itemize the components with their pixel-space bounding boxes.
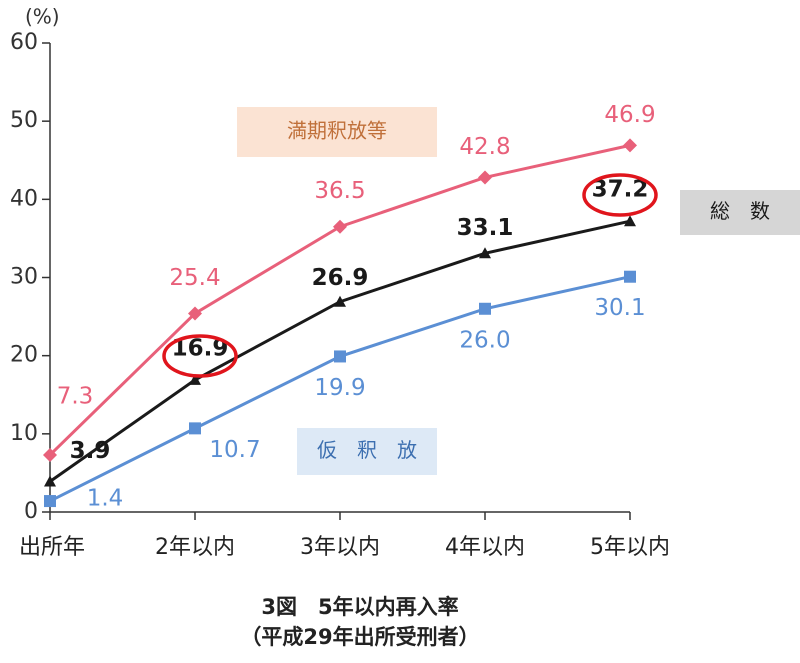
point [44, 475, 56, 487]
value-label: 10.7 [209, 437, 260, 463]
point [623, 138, 637, 153]
x-tick-label: 2年以内 [155, 535, 235, 560]
y-tick-label: 30 [10, 265, 38, 290]
value-label: 7.3 [57, 383, 94, 409]
value-label: 25.4 [169, 265, 220, 291]
y-tick-label: 10 [10, 421, 38, 446]
y-tick-label: 20 [10, 343, 38, 368]
highlight-circle [162, 334, 238, 378]
highlight-circle [582, 173, 658, 217]
chart-title: 3図 5年以内再入率 [261, 595, 458, 619]
value-label: 33.1 [457, 215, 514, 241]
point [624, 270, 636, 283]
x-tick-label: 5年以内 [590, 535, 670, 560]
chart-subtitle: （平成29年出所受刑者） [240, 625, 479, 649]
point [43, 447, 57, 462]
value-label: 36.5 [314, 178, 365, 204]
point [334, 350, 346, 363]
point [479, 247, 491, 259]
value-label: 3.9 [70, 438, 111, 464]
point [188, 306, 202, 321]
point [44, 495, 56, 508]
point [479, 302, 491, 315]
y-tick-label: 50 [10, 108, 38, 133]
y-tick-label: 40 [10, 186, 38, 211]
y-axis-label: (%) [25, 5, 60, 29]
legend-label: 総 数 [710, 199, 770, 223]
value-label: 26.9 [312, 265, 369, 291]
x-tick-label: 3年以内 [300, 535, 380, 560]
value-label: 37.2 [592, 177, 649, 203]
legend-box [680, 190, 800, 235]
point [189, 373, 201, 385]
legend-label: 満期釈放等 [287, 119, 387, 143]
legend-box [297, 428, 437, 475]
point [624, 215, 636, 227]
point [478, 170, 492, 185]
point [333, 219, 347, 234]
value-label: 19.9 [314, 375, 365, 401]
legend-label: 仮 釈 放 [317, 438, 417, 462]
point [189, 422, 201, 435]
value-label: 26.0 [459, 327, 510, 353]
legend-box [237, 107, 437, 157]
x-tick-label: 出所年 [19, 535, 85, 560]
value-label: 30.1 [594, 295, 645, 321]
x-tick-label: 4年以内 [445, 535, 525, 560]
y-tick-label: 0 [24, 499, 38, 524]
value-label: 1.4 [87, 486, 124, 512]
y-tick-label: 60 [10, 30, 38, 55]
value-label: 42.8 [459, 134, 510, 160]
point [334, 295, 346, 307]
value-label: 46.9 [604, 102, 655, 128]
